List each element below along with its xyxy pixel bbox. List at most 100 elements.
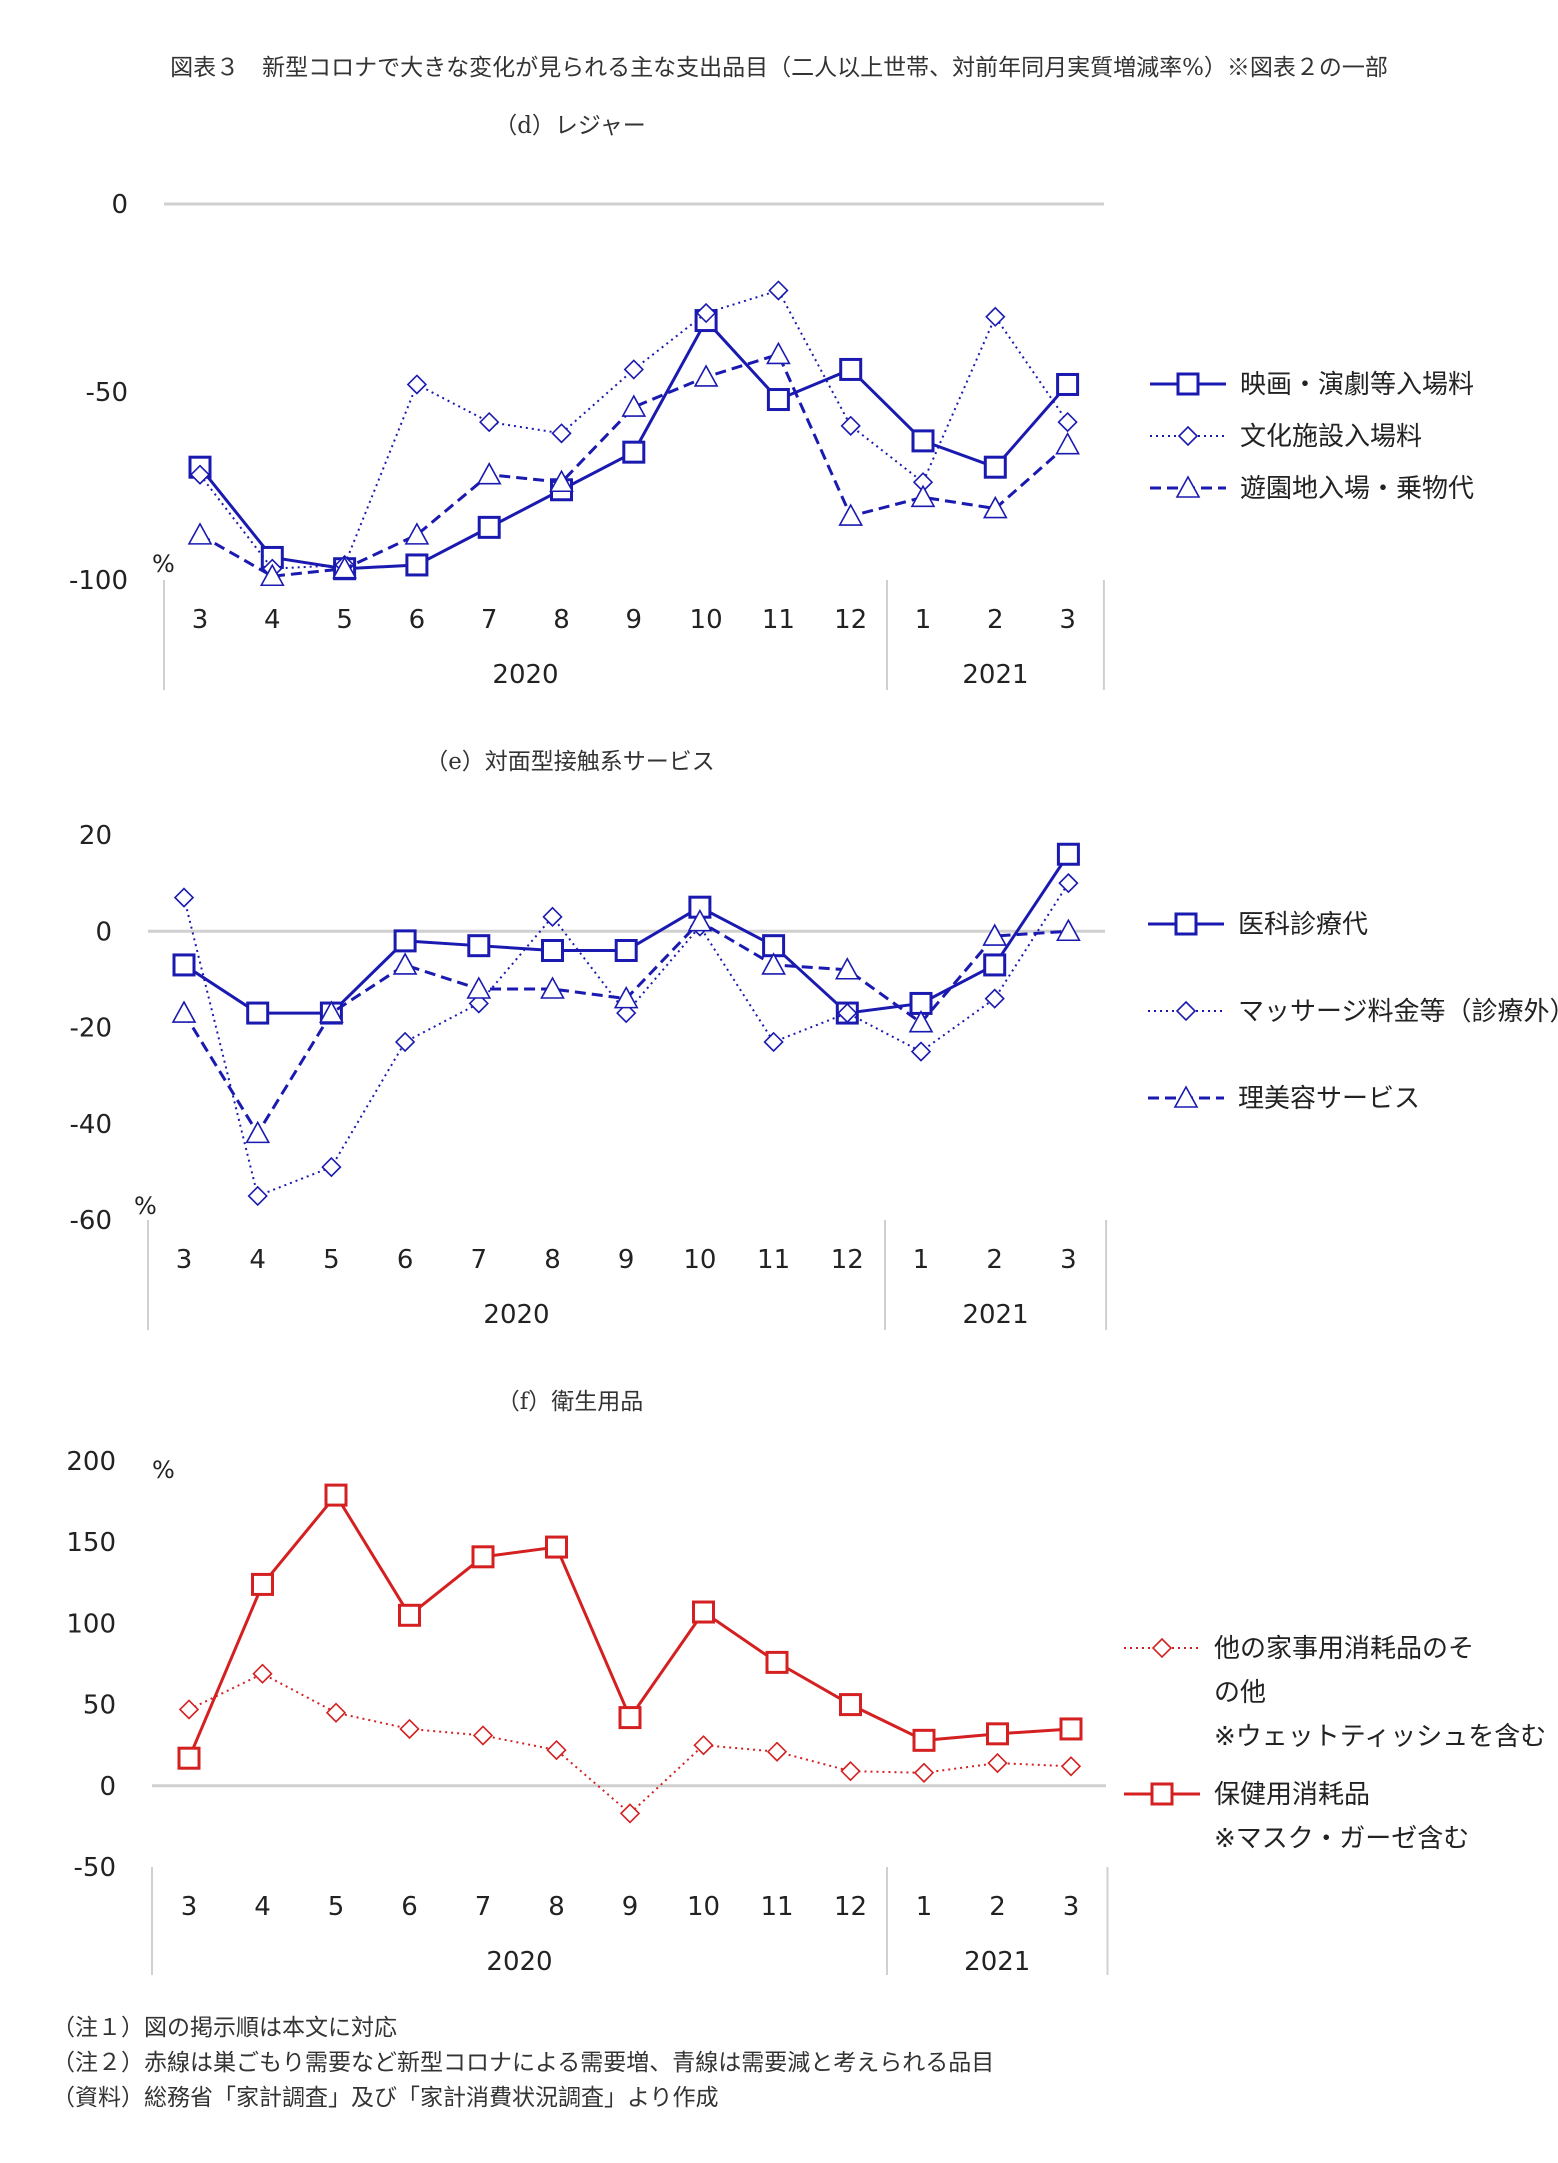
x-tick-label: 6	[397, 1245, 414, 1275]
y-tick-label: 0	[111, 190, 128, 220]
data-point	[324, 1483, 348, 1507]
data-point	[910, 484, 936, 508]
x-tick-label: 10	[687, 1892, 720, 1922]
data-point	[1055, 431, 1080, 455]
data-point	[766, 388, 790, 412]
y-tick-label: -100	[69, 566, 128, 596]
legend-marker	[1174, 912, 1198, 936]
data-point	[171, 1000, 197, 1023]
data-point	[837, 1002, 858, 1024]
chart-e-title: （e）対面型接触系サービス	[425, 749, 715, 775]
data-point	[1056, 918, 1081, 942]
note-1: （注１）図の掲示順は本文に対応	[52, 2015, 397, 2041]
year-label: 2021	[962, 1300, 1028, 1330]
data-point	[549, 469, 574, 493]
legend-marker	[1173, 1085, 1199, 1108]
legend-marker	[1151, 1637, 1173, 1659]
data-point	[616, 1002, 637, 1024]
data-point	[766, 341, 791, 365]
data-point	[245, 1120, 271, 1144]
x-tick-label: 3	[192, 605, 209, 635]
data-point	[987, 1752, 1008, 1774]
data-point	[479, 411, 500, 433]
x-tick-label: 5	[323, 1245, 340, 1275]
data-point	[173, 887, 195, 908]
legend-label: ※ウェットティッシュを含む	[1214, 1722, 1546, 1752]
data-point	[247, 1185, 268, 1207]
data-point	[982, 923, 1008, 946]
data-point	[839, 357, 863, 381]
x-tick-label: 3	[1059, 605, 1076, 635]
x-tick-label: 3	[176, 1245, 193, 1275]
y-tick-label: -50	[86, 378, 128, 408]
data-point	[187, 522, 213, 545]
y-tick-label: 20	[79, 821, 112, 851]
data-point	[476, 462, 502, 485]
data-point	[623, 359, 644, 380]
y-tick-label: -50	[74, 1853, 116, 1883]
data-point	[404, 522, 430, 545]
data-point	[695, 302, 717, 324]
data-point	[178, 1699, 200, 1720]
data-point	[765, 1650, 789, 1674]
y-tick-label: 50	[83, 1691, 116, 1721]
year-label: 2020	[492, 660, 558, 690]
year-label: 2021	[962, 660, 1028, 690]
x-tick-label: 4	[249, 1245, 266, 1275]
data-point	[834, 957, 860, 980]
data-point	[1058, 872, 1079, 894]
x-tick-label: 5	[336, 605, 353, 635]
data-point	[394, 1031, 416, 1053]
note-3: （資料）総務省「家計調査」及び「家計消費状況調査」より作成	[52, 2085, 719, 2111]
data-point	[687, 908, 713, 932]
x-tick-label: 9	[622, 1892, 639, 1922]
x-tick-label: 11	[757, 1245, 790, 1275]
note-2: （注２）赤線は巣ごもり需要など新型コロナによる需要増、青線は需要減と考えられる品…	[52, 2050, 995, 2076]
y-tick-label: 0	[99, 1772, 116, 1802]
x-tick-label: 8	[553, 605, 570, 635]
y-tick-label: -60	[70, 1206, 112, 1236]
year-label: 2020	[483, 1300, 549, 1330]
x-tick-label: 6	[401, 1892, 418, 1922]
data-point	[472, 1725, 494, 1746]
data-point	[692, 1600, 715, 1624]
data-point	[693, 1735, 714, 1756]
data-point	[177, 1746, 201, 1770]
data-point	[983, 953, 1007, 977]
x-tick-label: 2	[987, 605, 1004, 635]
data-point	[393, 929, 417, 953]
series-line	[188, 1672, 1072, 1815]
y-unit-label: %	[152, 1456, 175, 1484]
data-point	[466, 976, 492, 999]
data-point	[911, 429, 935, 453]
legend-marker	[1175, 475, 1201, 498]
figure-title: 図表３ 新型コロナで大きな変化が見られる主な支出品目（二人以上世帯、対前年同月実…	[170, 55, 1388, 81]
y-tick-label: -20	[70, 1014, 112, 1044]
x-tick-label: 1	[915, 605, 932, 635]
data-point	[477, 515, 501, 539]
x-tick-label: 12	[834, 1892, 867, 1922]
y-unit-label: %	[152, 550, 175, 578]
legend-label: 遊園地入場・乗物代	[1240, 474, 1474, 504]
data-point	[982, 495, 1008, 519]
data-point	[838, 503, 864, 526]
legend-label: 理美容サービス	[1238, 1084, 1420, 1114]
legend-label: 他の家事用消耗品のそ	[1214, 1634, 1474, 1664]
data-point	[332, 556, 357, 579]
data-point	[319, 1000, 344, 1023]
data-point	[399, 1718, 420, 1740]
data-point	[613, 985, 639, 1009]
legend-label: ※マスク・ガーゼ含む	[1214, 1824, 1469, 1854]
data-point	[614, 939, 638, 962]
data-point	[619, 1803, 641, 1824]
data-point	[468, 993, 489, 1014]
data-point	[985, 306, 1006, 327]
data-point	[398, 1603, 421, 1627]
legend-label: 文化施設入場料	[1240, 422, 1422, 452]
data-point	[768, 280, 789, 301]
data-point	[542, 906, 563, 927]
data-point	[761, 952, 786, 975]
